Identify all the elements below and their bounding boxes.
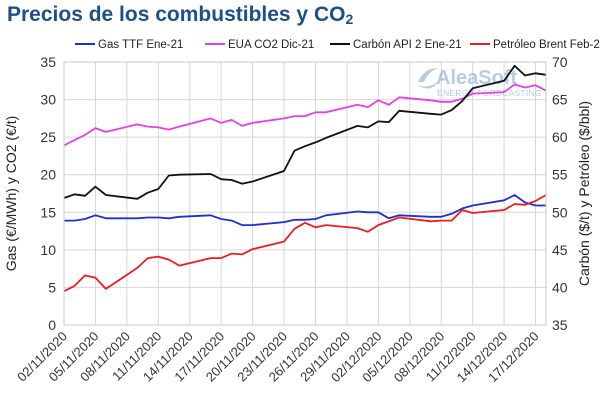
left-axis-tick-label: 20	[40, 167, 56, 183]
legend-item: EUA CO2 Dic-21	[205, 39, 314, 51]
series-line	[63, 194, 547, 293]
left-axis-tick-label: 10	[40, 242, 56, 258]
right-axis-tick-label: 45	[552, 242, 568, 258]
chart-title: Precios de los combustibles y CO2	[7, 3, 353, 27]
right-axis-tick-label: 65	[552, 92, 568, 108]
right-axis-tick-label: 40	[552, 279, 568, 295]
right-axis-tick-label: 60	[552, 129, 568, 145]
left-axis-tick-label: 0	[48, 317, 56, 333]
legend-item: Carbón API 2 Ene-21	[330, 39, 462, 51]
legend-label: EUA CO2 Dic-21	[228, 39, 314, 51]
right-axis-title: Carbón ($/t) y Petróleo ($/bbl)	[576, 101, 592, 286]
watermark-brand: AleaSoft	[436, 67, 517, 89]
left-axis-tick-label: 15	[40, 204, 56, 220]
chart-title-subscript: 2	[345, 11, 354, 27]
right-axis-tick-label: 50	[552, 204, 568, 220]
left-axis-title: Gas (€/MWh) y CO2 (€/t)	[3, 116, 19, 272]
chart-title-text: Precios de los combustibles y CO	[7, 3, 346, 26]
legend-label: Petróleo Brent Feb-21	[493, 39, 600, 51]
series-line	[63, 83, 547, 147]
right-axis-tick-label: 35	[552, 317, 568, 333]
watermark-swirl-icon	[416, 68, 438, 89]
left-axis-tick-label: 35	[40, 54, 56, 70]
series-line	[64, 194, 546, 227]
legend-item: Petróleo Brent Feb-21	[470, 39, 600, 51]
plot-area-frame	[63, 61, 547, 326]
legend-item: Gas TTF Ene-21	[75, 39, 183, 51]
right-axis-tick-label: 70	[552, 54, 568, 70]
series-line	[63, 64, 547, 200]
left-axis-tick-label: 5	[48, 279, 56, 295]
legend-label: Gas TTF Ene-21	[98, 39, 183, 51]
right-axis-tick-label: 55	[552, 167, 568, 183]
legend-label: Carbón API 2 Ene-21	[353, 39, 462, 51]
left-axis-tick-label: 30	[40, 92, 56, 108]
left-axis-tick-label: 25	[40, 129, 56, 145]
